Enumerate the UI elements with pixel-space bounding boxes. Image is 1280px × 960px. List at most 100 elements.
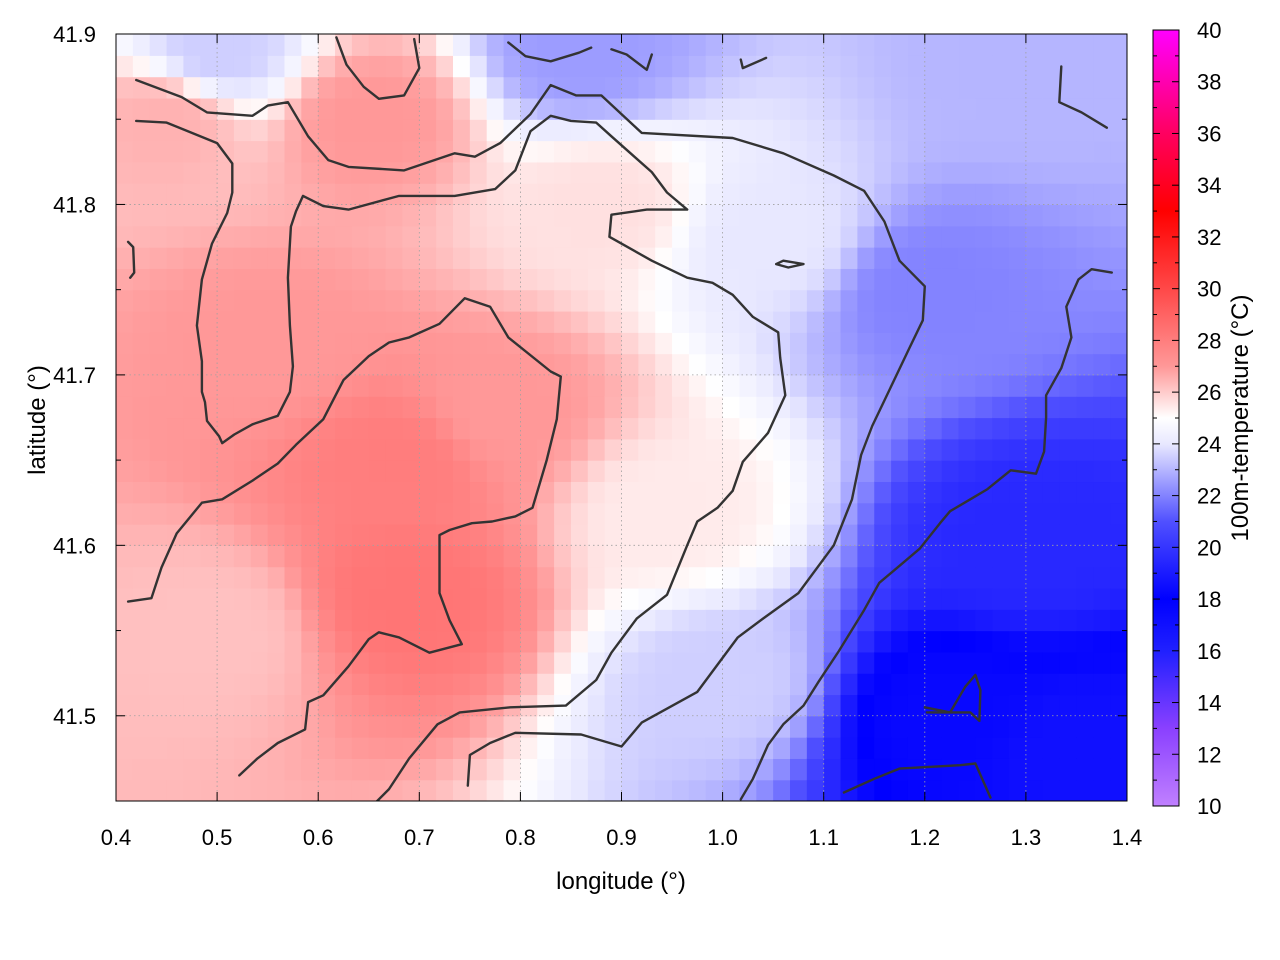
heatmap-cell [267,353,286,376]
heatmap-cell [773,183,791,206]
heatmap-cell [116,97,134,120]
heatmap-cell [1093,161,1111,184]
heatmap-cell [1110,55,1127,78]
heatmap-cell [183,225,201,248]
heatmap-cell [705,737,724,759]
heatmap-cell [570,374,589,397]
heatmap-cell [1042,673,1061,696]
heatmap-cell [250,630,269,653]
heatmap-cell [1093,502,1111,525]
heatmap-cell [1025,310,1044,333]
heatmap-cell [840,396,858,419]
heatmap-cell [200,779,218,801]
heatmap-cell [385,673,404,696]
heatmap-cell [503,737,521,759]
heatmap-cell [840,55,858,78]
heatmap-cell [318,76,336,99]
heatmap-cell [132,161,151,184]
heatmap-cell [250,715,269,738]
heatmap-cell [773,161,791,184]
heatmap-cell [806,396,825,419]
heatmap-cell [587,673,606,696]
heatmap-cell [874,247,892,269]
heatmap-cell [975,55,993,78]
heatmap-cell [823,374,842,397]
heatmap-cell [823,587,842,610]
heatmap-cell [907,289,926,312]
heatmap-cell [655,438,673,461]
heatmap-cell [975,694,993,717]
heatmap-cell [116,310,134,333]
heatmap-cell [469,374,488,397]
heatmap-cell [790,289,808,312]
heatmap-cell [385,268,404,291]
heatmap-cell [453,353,471,376]
heatmap-cell [1093,140,1111,163]
heatmap-cell [402,55,420,78]
heatmap-cell [503,140,521,163]
heatmap-cell [200,76,218,99]
heatmap-cell [672,204,690,227]
heatmap-cell [250,460,269,483]
heatmap-cell [655,502,673,525]
heatmap-cell [672,417,690,440]
heatmap-cell [655,140,673,163]
heatmap-cell [436,438,454,461]
heatmap-cell [503,587,521,610]
heatmap-cell [570,247,589,269]
heatmap-cell [688,587,707,610]
heatmap-cell [149,417,168,440]
heatmap-cell [992,779,1010,801]
heatmap-cell [486,204,505,227]
heatmap-cell [672,332,690,355]
heatmap-cell [453,247,471,269]
heatmap-cell [385,779,404,801]
heatmap-cell [941,587,960,610]
heatmap-cell [924,460,943,483]
heatmap-cell [941,183,960,206]
heatmap-cell [722,353,741,376]
heatmap-cell [806,737,825,759]
heatmap-cell [520,694,538,717]
heatmap-cell [200,460,218,483]
heatmap-cell [587,374,606,397]
heatmap-cell [587,310,606,333]
heatmap-cell [453,396,471,419]
heatmap-cell [486,758,505,781]
heatmap-cell [621,353,639,376]
heatmap-cell [453,502,471,525]
heatmap-cell [351,161,370,184]
heatmap-cell [739,374,757,397]
heatmap-cell [992,460,1010,483]
heatmap-cell [705,502,724,525]
heatmap-cell [924,545,943,568]
heatmap-cell [419,524,437,546]
heatmap-cell [166,651,184,674]
heatmap-cell [790,715,808,738]
heatmap-cell [587,289,606,312]
heatmap-cell [756,502,774,525]
heatmap-cell [672,247,690,269]
heatmap-cell [351,566,370,589]
heatmap-cell [857,161,875,184]
heatmap-cell [621,204,639,227]
heatmap-cell [992,332,1010,355]
heatmap-cell [318,161,336,184]
heatmap-cell [520,481,538,504]
heatmap-cell [924,566,943,589]
heatmap-cell [857,758,875,781]
heatmap-cell [655,779,673,801]
heatmap-cell [1110,161,1127,184]
heatmap-cell [335,374,353,397]
heatmap-cell [116,630,134,653]
colorbar-tick-label: 40 [1197,18,1221,43]
heatmap-cell [975,97,993,120]
heatmap-cell [217,225,235,248]
heatmap-cell [638,758,656,781]
heatmap-cell [200,119,218,142]
heatmap-cell [318,289,336,312]
heatmap-cell [436,161,454,184]
heatmap-cell [486,481,505,504]
heatmap-cell [436,737,454,759]
heatmap-cell [1042,353,1061,376]
